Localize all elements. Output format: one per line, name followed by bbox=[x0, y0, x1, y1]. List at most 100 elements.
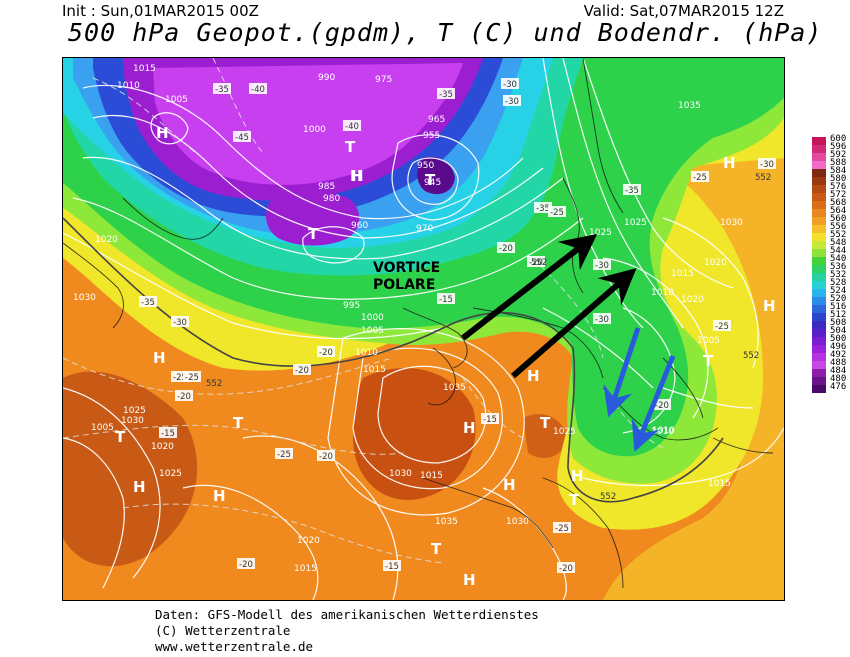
legend-swatch bbox=[812, 185, 826, 193]
temp-label: -45 bbox=[235, 133, 249, 143]
legend-label: 600 bbox=[830, 134, 847, 144]
legend-swatch bbox=[812, 145, 826, 153]
legend-label: 588 bbox=[830, 158, 847, 168]
legend-swatch bbox=[812, 137, 826, 145]
temp-label: -25 bbox=[550, 208, 564, 218]
legend-label: 576 bbox=[830, 182, 847, 192]
pressure-label: 1020 bbox=[297, 536, 320, 546]
credits-line-2: (C) Wetterzentrale bbox=[155, 623, 291, 638]
legend-swatch bbox=[812, 193, 826, 201]
credits: Daten: GFS-Modell des amerikanischen Wet… bbox=[155, 607, 539, 655]
temp-label: -35 bbox=[141, 298, 155, 308]
low-marker: T bbox=[540, 414, 551, 432]
pressure-label: 1000 bbox=[361, 313, 384, 323]
temp-label-box bbox=[233, 131, 251, 142]
field-rust-west bbox=[63, 371, 198, 567]
temp-label-box bbox=[237, 558, 255, 569]
low-marker: T bbox=[569, 491, 580, 509]
blue-arrow-left bbox=[603, 327, 641, 418]
temp-label: -20 bbox=[295, 366, 309, 376]
legend-swatch bbox=[812, 337, 826, 345]
legend-label: 532 bbox=[830, 270, 847, 280]
legend-label: 504 bbox=[830, 326, 847, 336]
legend-row: 556 bbox=[810, 222, 850, 233]
field-rust-center bbox=[353, 368, 476, 500]
temp-label-box bbox=[593, 259, 611, 270]
legend-swatch bbox=[812, 321, 826, 329]
legend-row: 532 bbox=[810, 270, 850, 281]
legend-row: 504 bbox=[810, 326, 850, 337]
legend-swatch bbox=[812, 209, 826, 217]
legend-row: 588 bbox=[810, 158, 850, 169]
legend-row: 564 bbox=[810, 206, 850, 217]
legend-row: 544 bbox=[810, 246, 850, 257]
legend-row: 572 bbox=[810, 190, 850, 201]
temp-label: -15 bbox=[385, 562, 399, 572]
legend-label: 560 bbox=[830, 214, 847, 224]
legend-row: 492 bbox=[810, 350, 850, 361]
temp-label-box bbox=[317, 346, 335, 357]
field-purple-core bbox=[266, 190, 360, 246]
temp-label-box bbox=[437, 88, 455, 99]
legend-row: 476 bbox=[810, 382, 850, 393]
high-marker: H bbox=[153, 349, 166, 367]
legend-row: 596 bbox=[810, 142, 850, 153]
legend-swatch bbox=[812, 297, 826, 305]
vortex-label-line1: VORTICE bbox=[373, 260, 440, 276]
legend-row: 560 bbox=[810, 214, 850, 225]
temp-label: -25 bbox=[555, 524, 569, 534]
legend-label: 476 bbox=[830, 382, 847, 392]
legend-label: 512 bbox=[830, 310, 847, 320]
temp-label: -25 bbox=[185, 373, 199, 383]
legend-swatch bbox=[812, 385, 826, 393]
temp-label-box bbox=[653, 399, 671, 410]
temp-label: -20 bbox=[177, 392, 191, 402]
pressure-label: 1015 bbox=[363, 365, 386, 375]
low-marker: T bbox=[115, 428, 126, 446]
temp-label: -35 bbox=[215, 85, 229, 95]
legend-label: 528 bbox=[830, 278, 847, 288]
legend-swatch bbox=[812, 169, 826, 177]
legend-row: 524 bbox=[810, 286, 850, 297]
legend-label: 572 bbox=[830, 190, 847, 200]
pressure-label: 1025 bbox=[159, 469, 182, 479]
legend-row: 508 bbox=[810, 318, 850, 329]
legend-label: 552 bbox=[830, 230, 847, 240]
legend-swatch bbox=[812, 177, 826, 185]
legend-swatch bbox=[812, 249, 826, 257]
temp-label-box bbox=[503, 95, 521, 106]
pressure-label: 1015 bbox=[133, 64, 156, 74]
pressure-label: 950 bbox=[417, 161, 434, 171]
legend-label: 516 bbox=[830, 302, 847, 312]
legend-swatch bbox=[812, 217, 826, 225]
pressure-label: 955 bbox=[423, 131, 440, 141]
pressure-label: 1020 bbox=[704, 258, 727, 268]
low-marker: T bbox=[345, 138, 356, 156]
temp-label-box bbox=[213, 83, 231, 94]
low-marker: T bbox=[308, 225, 319, 243]
temp-label-box bbox=[183, 371, 201, 382]
legend-label: 556 bbox=[830, 222, 847, 232]
temp-label: -20 bbox=[655, 401, 669, 411]
legend-swatch bbox=[812, 313, 826, 321]
black-arrow-upper bbox=[461, 233, 598, 341]
temp-label-box bbox=[275, 448, 293, 459]
credits-line-1: Daten: GFS-Modell des amerikanischen Wet… bbox=[155, 607, 539, 622]
temp-label: -15 bbox=[483, 415, 497, 425]
temp-label: -15 bbox=[439, 295, 453, 305]
temp-label-box bbox=[527, 256, 545, 267]
pressure-label: 980 bbox=[323, 194, 340, 204]
pressure-label: 1025 bbox=[553, 427, 576, 437]
legend-row: 576 bbox=[810, 182, 850, 193]
legend-label: 540 bbox=[830, 254, 847, 264]
pressure-label: 1030 bbox=[389, 469, 412, 479]
legend-label: 524 bbox=[830, 286, 847, 296]
pressure-label: 985 bbox=[318, 182, 335, 192]
temp-label-box bbox=[293, 364, 311, 375]
isohypse-552 bbox=[63, 217, 724, 503]
legend-swatch bbox=[812, 377, 826, 385]
high-marker: H bbox=[351, 167, 364, 185]
temp-label: -35 bbox=[625, 186, 639, 196]
pressure-label: 965 bbox=[428, 115, 445, 125]
pressure-label: 1030 bbox=[720, 218, 743, 228]
